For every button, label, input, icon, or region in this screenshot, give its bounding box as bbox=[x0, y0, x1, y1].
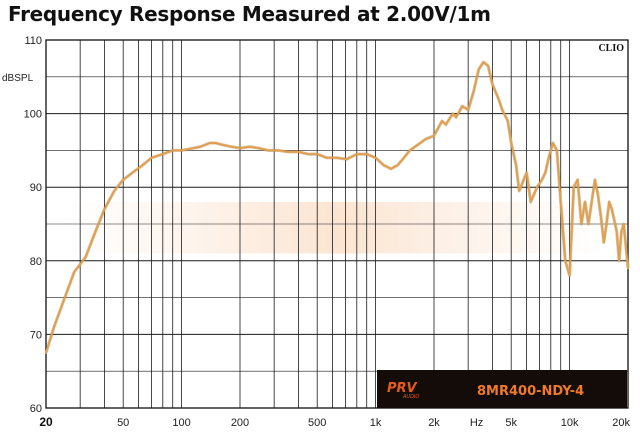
label-layer: 60 70 80 90 100 110 dBSPL 20 50 100 200 500 1k 2k 5k 10… bbox=[2, 35, 630, 429]
y-tick-label: 80 bbox=[30, 256, 42, 268]
x-tick-label: 200 bbox=[231, 417, 249, 429]
model-label: 8MR400-NDY-4 bbox=[477, 384, 584, 399]
response-curve bbox=[45, 61, 629, 354]
x-tick-label: 20k bbox=[612, 417, 630, 429]
x-axis-label: Hz bbox=[470, 417, 483, 429]
x-tick-label: 100 bbox=[172, 417, 190, 429]
x-tick-label: 20 bbox=[39, 415, 53, 429]
y-tick-label: 60 bbox=[30, 403, 42, 415]
y-tick-label: 90 bbox=[30, 182, 42, 194]
plot-frame bbox=[45, 39, 629, 409]
y-axis-label: dBSPL bbox=[2, 73, 34, 84]
brand-logo: PRV bbox=[387, 381, 418, 396]
clio-watermark: CLIO bbox=[598, 43, 624, 54]
grid bbox=[46, 39, 628, 409]
x-tick-label: 500 bbox=[308, 417, 326, 429]
brand-logo-sub: AUDIO bbox=[402, 394, 419, 400]
x-tick-label: 2k bbox=[428, 417, 440, 429]
background-watermark bbox=[66, 201, 608, 254]
chart-title: Frequency Response Measured at 2.00V/1m bbox=[8, 2, 491, 26]
watermark-band bbox=[66, 201, 608, 254]
y-tick-label: 100 bbox=[24, 109, 42, 121]
x-tick-label: 50 bbox=[117, 417, 129, 429]
model-box-bg bbox=[377, 370, 627, 408]
curve-layer bbox=[44, 60, 630, 354]
x-tick-label: 5k bbox=[505, 417, 517, 429]
x-tick-label: 10k bbox=[561, 417, 579, 429]
axes bbox=[45, 39, 629, 409]
y-tick-label: 70 bbox=[30, 329, 42, 341]
y-tick-label: 110 bbox=[24, 35, 42, 47]
x-tick-label: 1k bbox=[370, 417, 382, 429]
